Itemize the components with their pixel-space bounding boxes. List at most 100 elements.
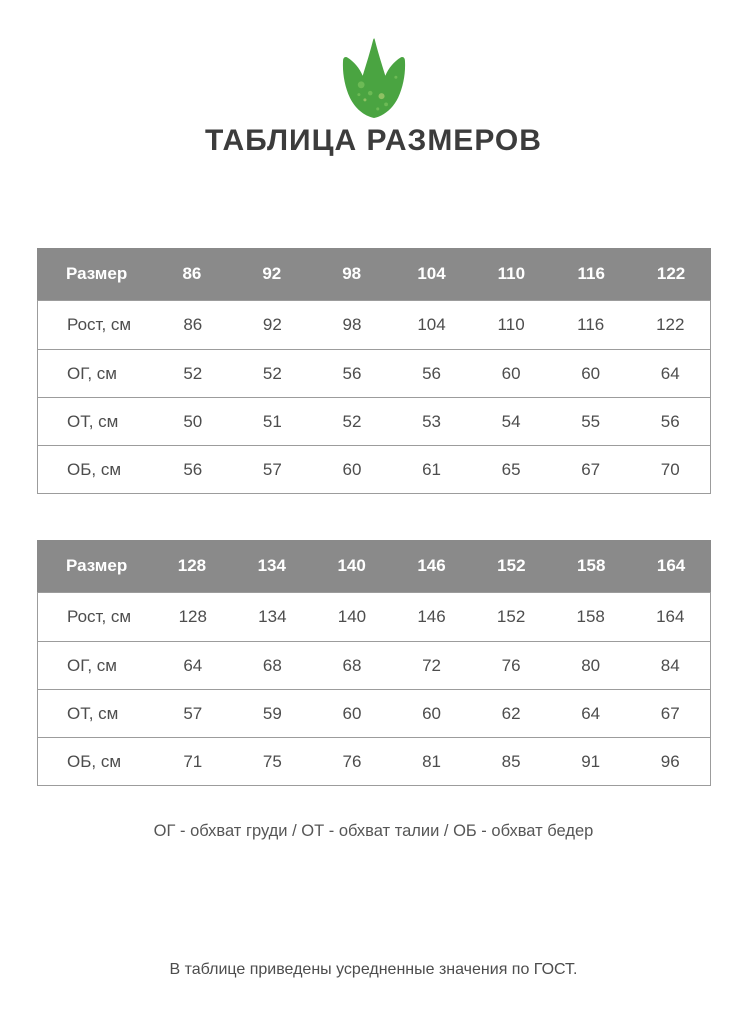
header-cell: 92 — [262, 264, 282, 283]
table-cell: 68 — [342, 655, 362, 675]
table-cell: 140 — [337, 607, 367, 626]
table-cell: 128 — [178, 607, 207, 626]
table-cell: 60 — [581, 363, 601, 383]
table-cell: 54 — [501, 411, 521, 431]
footnote-text: В таблице приведены усредненные значения… — [169, 961, 578, 978]
table-cell: 67 — [660, 703, 680, 723]
header-cell: 86 — [182, 264, 202, 283]
row-label: ОТ, см — [67, 703, 119, 723]
table-cell: 152 — [496, 607, 526, 626]
table-cell: 85 — [501, 751, 521, 771]
table-cell: 57 — [183, 703, 203, 723]
table-cell: 75 — [262, 751, 282, 771]
table-cell: 76 — [342, 751, 362, 771]
row-label: ОТ, см — [67, 411, 119, 431]
table-body: Рост, см 86 92 98 104 110 116 122 ОГ, см… — [37, 300, 711, 494]
table-cell: 71 — [183, 751, 203, 771]
table-row-hips: ОБ, см 56 57 60 61 65 67 70 — [38, 445, 710, 493]
table-cell: 56 — [183, 459, 203, 479]
header-size-label: Размер — [66, 556, 128, 575]
table-cell: 59 — [262, 703, 282, 723]
header-cell: 158 — [577, 556, 606, 575]
table-cell: 70 — [660, 459, 680, 479]
table-cell: 86 — [183, 315, 203, 334]
row-label: ОБ, см — [67, 459, 122, 479]
size-table-small: Размер 86 92 98 104 110 116 122 Рост, см… — [37, 248, 711, 494]
table-cell: 56 — [660, 411, 680, 431]
table-body: Рост, см 128 134 140 146 152 158 164 ОГ,… — [37, 592, 711, 786]
table-cell: 158 — [576, 607, 605, 626]
header-size-label: Размер — [66, 264, 128, 283]
table-row-height: Рост, см 128 134 140 146 152 158 164 — [38, 593, 710, 641]
row-label: Рост, см — [67, 607, 132, 626]
row-label: Рост, см — [67, 315, 132, 334]
table-cell: 104 — [417, 315, 446, 334]
table-cell: 52 — [262, 363, 282, 383]
row-label: ОГ, см — [67, 363, 117, 383]
header-cell: 134 — [257, 556, 286, 575]
table-cell: 50 — [183, 411, 203, 431]
table-cell: 60 — [342, 459, 362, 479]
table-cell: 81 — [422, 751, 441, 771]
table-cell: 96 — [660, 751, 680, 771]
table-cell: 91 — [581, 751, 601, 771]
sprout-leaf-icon — [342, 38, 405, 118]
table-cell: 80 — [581, 655, 601, 675]
table-cell: 116 — [577, 315, 605, 334]
table-cell: 52 — [183, 363, 203, 383]
table-cell: 60 — [422, 703, 441, 723]
table-cell: 65 — [501, 459, 521, 479]
table-header-row: Размер 128 134 140 146 152 158 164 — [37, 540, 711, 592]
table-row-hips: ОБ, см 71 75 76 81 85 91 96 — [38, 737, 710, 785]
header-cell: 146 — [417, 556, 446, 575]
table-cell: 61 — [422, 459, 441, 479]
table-cell: 64 — [581, 703, 601, 723]
table-row-chest: ОГ, см 64 68 68 72 76 80 84 — [38, 641, 710, 689]
table-cell: 67 — [581, 459, 601, 479]
table-row-waist: ОТ, см 57 59 60 60 62 64 67 — [38, 689, 710, 737]
header-cell: 164 — [656, 556, 686, 575]
header-cell: 128 — [177, 556, 207, 575]
size-table-large: Размер 128 134 140 146 152 158 164 Рост,… — [37, 540, 711, 786]
table-cell: 110 — [497, 315, 525, 334]
table-row-chest: ОГ, см 52 52 56 56 60 60 64 — [38, 349, 710, 397]
table-cell: 60 — [342, 703, 362, 723]
table-cell: 60 — [501, 363, 521, 383]
table-cell: 72 — [422, 655, 441, 675]
table-cell: 64 — [660, 363, 680, 383]
page-title: ТАБЛИЦА РАЗМЕРОВ — [205, 124, 542, 157]
table-cell: 164 — [656, 607, 685, 626]
header-cell: 140 — [337, 556, 366, 575]
table-header-row: Размер 86 92 98 104 110 116 122 — [37, 248, 711, 300]
table-cell: 68 — [262, 655, 282, 675]
header-cell: 152 — [497, 556, 526, 575]
header-cell: 98 — [342, 264, 362, 283]
header-cell: 104 — [417, 264, 446, 283]
table-cell: 57 — [262, 459, 282, 479]
table-cell: 56 — [422, 363, 441, 383]
table-cell: 98 — [342, 315, 362, 334]
row-label: ОГ, см — [67, 655, 117, 675]
header-cell: 116 — [577, 264, 605, 283]
table-cell: 122 — [656, 315, 685, 334]
table-cell: 53 — [422, 411, 441, 431]
table-cell: 134 — [258, 607, 287, 626]
table-cell: 146 — [417, 607, 446, 626]
table-cell: 92 — [262, 315, 282, 334]
table-cell: 62 — [501, 703, 521, 723]
table-cell: 84 — [660, 655, 680, 675]
table-cell: 56 — [342, 363, 362, 383]
table-cell: 64 — [183, 655, 203, 675]
table-cell: 55 — [581, 411, 601, 431]
table-cell: 76 — [501, 655, 521, 675]
table-row-waist: ОТ, см 50 51 52 53 54 55 56 — [38, 397, 710, 445]
table-cell: 52 — [342, 411, 362, 431]
legend-text: ОГ - обхват груди / ОТ - обхват талии / … — [153, 822, 594, 840]
header-cell: 110 — [497, 264, 526, 283]
row-label: ОБ, см — [67, 751, 122, 771]
logo — [0, 38, 747, 118]
table-cell: 51 — [262, 411, 282, 431]
header-cell: 122 — [656, 264, 686, 283]
table-row-height: Рост, см 86 92 98 104 110 116 122 — [38, 301, 710, 349]
